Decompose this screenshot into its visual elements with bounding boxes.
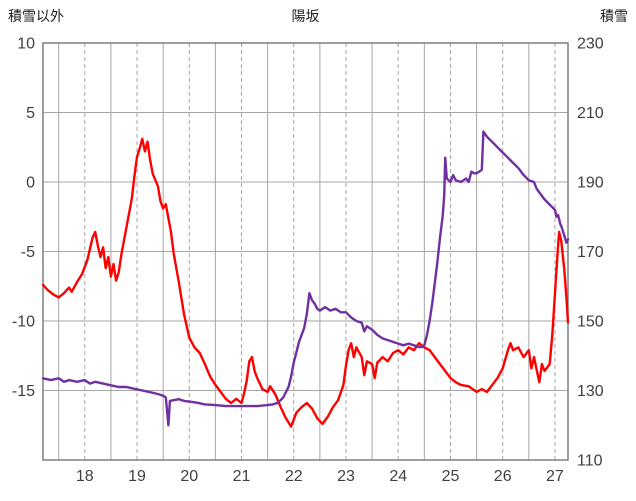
- right-axis-tick-label: 110: [577, 453, 603, 470]
- right-axis-tick-label: 150: [577, 314, 604, 331]
- x-axis-tick-label: 18: [76, 468, 94, 485]
- left-axis-tick-label: 0: [26, 175, 35, 192]
- x-axis-tick-label: 21: [233, 468, 251, 485]
- left-axis-tick-label: 10: [17, 36, 35, 53]
- right-axis-tick-label: 210: [577, 105, 604, 122]
- right-axis-tick-label: 170: [577, 244, 604, 261]
- right-axis-tick-label: 190: [577, 175, 604, 192]
- right-axis-tick-label: 130: [577, 383, 604, 400]
- x-axis-tick-label: 24: [389, 468, 407, 485]
- x-axis-tick-label: 25: [442, 468, 460, 485]
- left-axis-tick-label: -15: [12, 383, 35, 400]
- x-axis-tick-label: 20: [180, 468, 198, 485]
- left-axis-tick-label: -5: [21, 244, 35, 261]
- x-axis-tick-label: 23: [337, 468, 355, 485]
- series-line-right: [41, 130, 570, 427]
- right-axis-tick-label: 230: [577, 36, 604, 53]
- series-line-left: [41, 137, 570, 428]
- x-axis-tick-label: 22: [285, 468, 303, 485]
- left-axis-tick-label: 5: [26, 105, 35, 122]
- x-axis-tick-label: 27: [546, 468, 564, 485]
- left-axis-tick-label: -10: [12, 314, 35, 331]
- chart-title: 陽坂: [291, 8, 320, 24]
- axis-frame: [42, 42, 569, 461]
- left-axis-title: 積雪以外: [8, 8, 64, 24]
- right-axis-title: 積雪: [600, 8, 628, 24]
- x-axis-tick-label: 26: [494, 468, 512, 485]
- x-axis-tick-label: 19: [128, 468, 146, 485]
